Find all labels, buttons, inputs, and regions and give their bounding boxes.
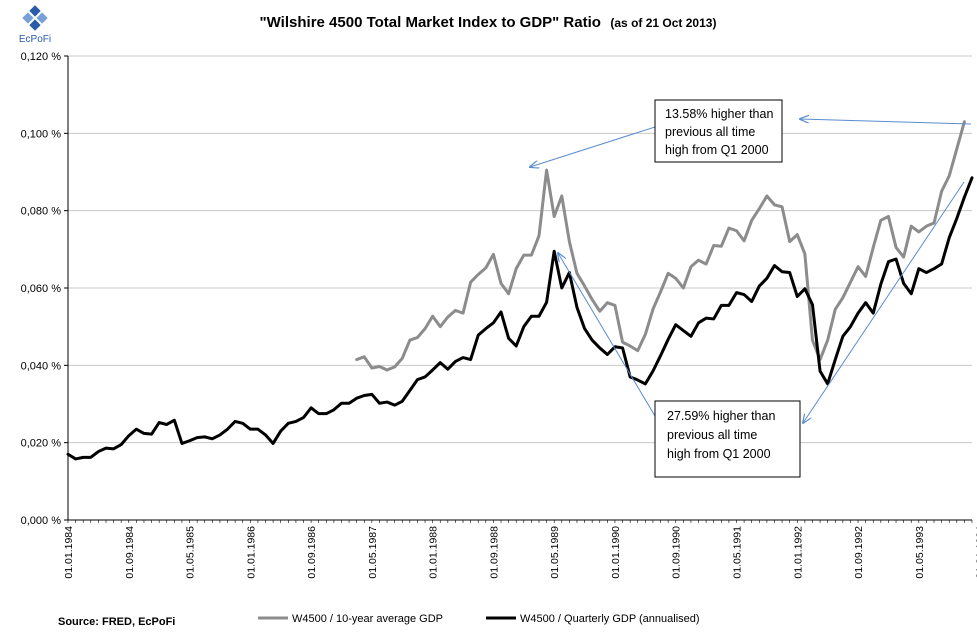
chart-title: "Wilshire 4500 Total Market Index to GDP…	[260, 14, 717, 31]
legend-label-10y: W4500 / 10-year average GDP	[292, 613, 443, 625]
legend: W4500 / 10-year average GDP W4500 / Quar…	[258, 613, 700, 625]
x-tick-label: 01.01.1988	[428, 526, 440, 579]
x-axis-ticks: 01.01.1984 01.09.1984 01.05.1985 01.01.1986…	[63, 520, 977, 579]
x-tick-label: 01.01.1992	[792, 526, 804, 579]
x-tick-label: 01.05.1989	[549, 526, 561, 579]
y-tick-label: 0,000 %	[21, 515, 62, 527]
y-tick-label: 0,020 %	[21, 438, 62, 450]
y-tick-label: 0,120 %	[21, 51, 62, 63]
x-tick-label: 01.01.1994	[975, 526, 977, 579]
annotation-2-arrow-right	[803, 181, 965, 423]
y-tick-label: 0,040 %	[21, 360, 62, 372]
annotation-2-arrow-left	[558, 253, 656, 417]
gridlines	[68, 55, 972, 444]
x-tick-label: 01.05.1985	[185, 526, 197, 579]
annotation-2: 27.59% higher than previous all time hig…	[654, 400, 801, 478]
annotation-1-arrow-right	[800, 119, 972, 125]
x-tick-label: 01.01.1986	[245, 526, 257, 579]
y-axis-ticks: 0,000 % 0,020 % 0,040 % 0,060 % 0,080 % 0,100…	[21, 51, 68, 527]
x-tick-label: 01.09.1984	[124, 526, 136, 579]
annotation-arrows	[530, 119, 972, 423]
x-tick-label: 01.09.1990	[671, 526, 683, 579]
source-note: Source: FRED, EcPoFi	[58, 616, 175, 628]
series-line-10y	[355, 120, 966, 372]
y-tick-label: 0,100 %	[21, 128, 62, 140]
annotation-2-line-3: high from Q1 2000	[667, 447, 771, 461]
y-tick-label: 0,060 %	[21, 283, 62, 295]
annotation-1-arrow-left	[530, 126, 656, 167]
annotation-1-box	[654, 99, 783, 163]
x-tick-label: 01.05.1991	[732, 526, 744, 579]
chart-title-main: "Wilshire 4500 Total Market Index to GDP…	[260, 14, 601, 31]
x-tick-label: 01.05.1993	[914, 526, 926, 579]
legend-label-quarterly: W4500 / Quarterly GDP (annualised)	[520, 613, 700, 625]
y-tick-label: 0,080 %	[21, 206, 62, 218]
x-tick-label: 01.01.1984	[63, 526, 75, 579]
logo-mark-icon	[22, 5, 48, 31]
annotation-1: 13.58% higher than previous all time hig…	[654, 99, 783, 163]
x-tick-label: 01.09.1988	[488, 526, 500, 579]
x-tick-label: 01.09.1986	[306, 526, 318, 579]
series-lines	[66, 120, 974, 461]
x-tick-label: 01.09.1992	[853, 526, 865, 579]
x-tick-label: 01.01.1990	[610, 526, 622, 579]
annotation-2-line-2: previous all time	[667, 428, 757, 442]
x-tick-label: 01.05.1987	[367, 526, 379, 579]
annotation-2-line-1: 27.59% higher than	[667, 409, 775, 423]
logo-text: EcPoFi	[19, 34, 51, 45]
annotation-1-line-3: high from Q1 2000	[665, 143, 769, 157]
annotation-1-line-1: 13.58% higher than	[665, 107, 773, 121]
series-line-quarterly	[66, 176, 974, 461]
annotation-2-box	[654, 400, 801, 478]
logo: EcPoFi	[19, 5, 51, 45]
annotation-1-line-2: previous all time	[665, 125, 755, 139]
chart-subtitle: (as of 21 Oct 2013)	[610, 16, 716, 30]
